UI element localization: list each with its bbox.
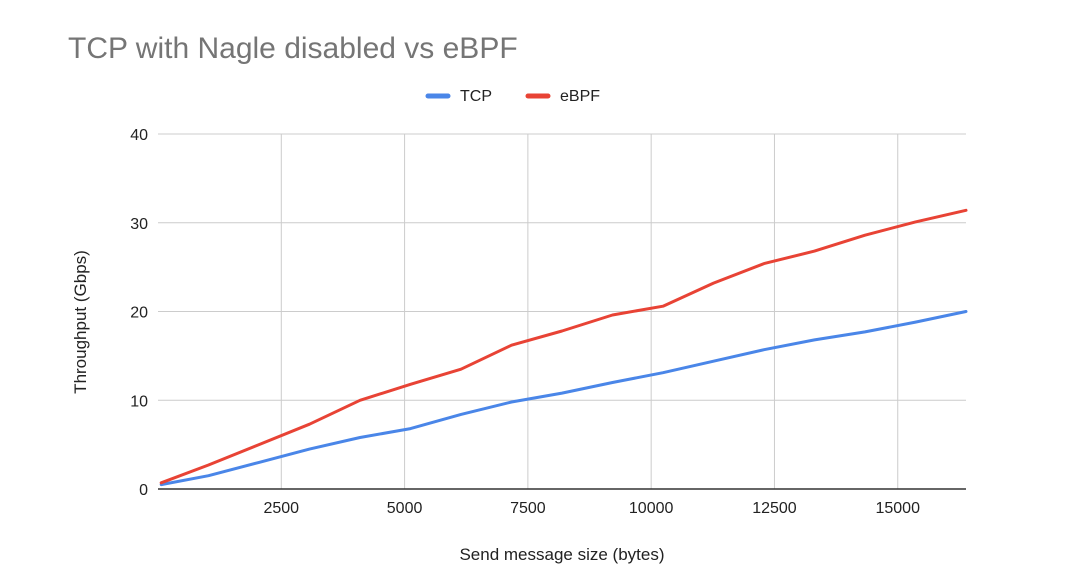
y-axis-title: Throughput (Gbps) [71, 250, 90, 394]
series-line-tcp [159, 310, 968, 487]
series-lines [159, 208, 968, 487]
x-tick-label: 5000 [387, 500, 423, 517]
y-tick-label: 40 [130, 127, 148, 144]
y-tick-label: 30 [130, 216, 148, 233]
x-tick-label: 12500 [752, 500, 797, 517]
series-line-ebpf [159, 208, 968, 485]
tick-labels: 0 10 20 30 40 2500 5000 7500 10000 12500 15000 [130, 127, 920, 517]
legend: TCP eBPF [425, 88, 600, 105]
x-tick-label: 15000 [875, 500, 920, 517]
x-axis-title: Send message size (bytes) [459, 545, 664, 564]
x-tick-label: 10000 [629, 500, 674, 517]
grid [158, 133, 966, 489]
legend-label-ebpf: eBPF [560, 88, 600, 105]
y-tick-label: 20 [130, 305, 148, 322]
legend-label-tcp: TCP [460, 88, 492, 105]
chart-title: TCP with Nagle disabled vs eBPF [68, 32, 518, 65]
x-tick-label: 7500 [510, 500, 546, 517]
y-tick-label: 0 [139, 482, 148, 499]
y-tick-label: 10 [130, 393, 148, 410]
x-tick-label: 2500 [263, 500, 299, 517]
